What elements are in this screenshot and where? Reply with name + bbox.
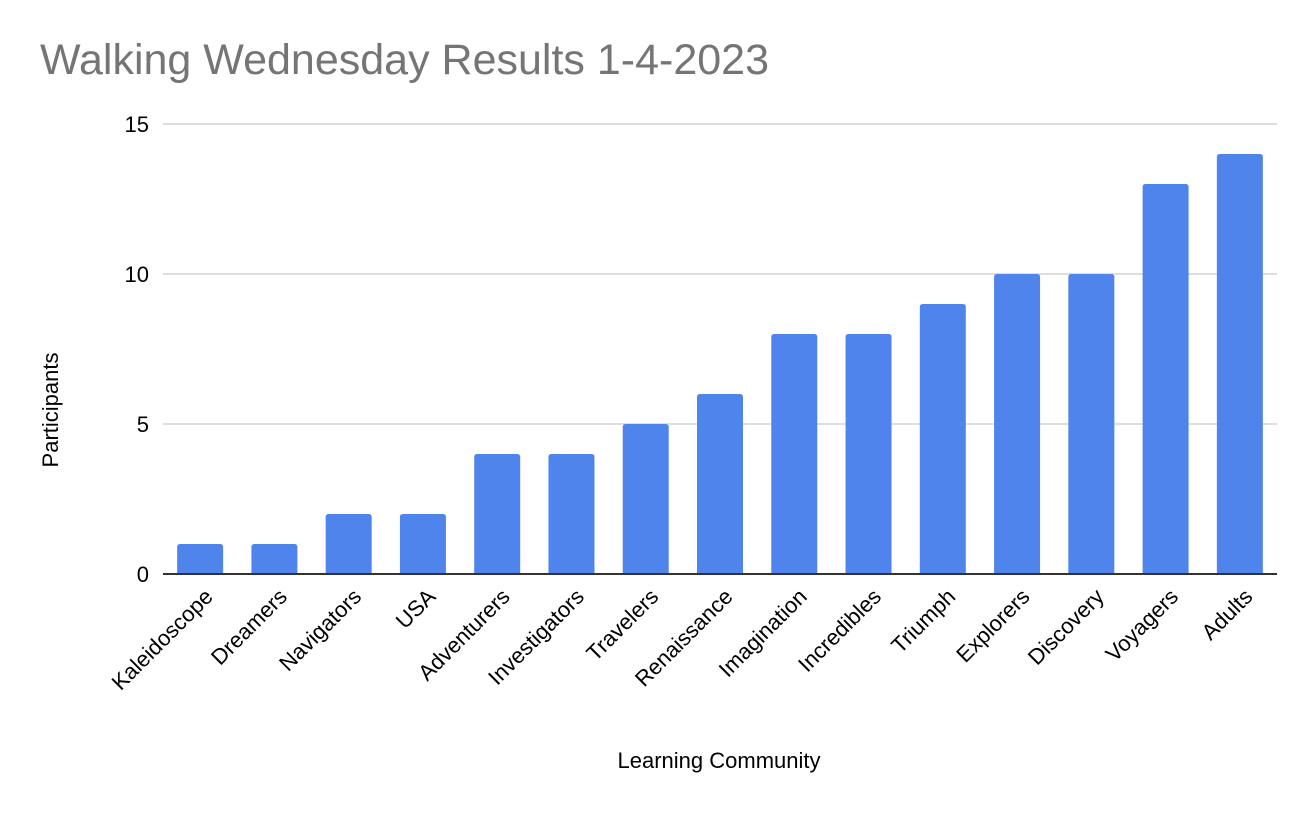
x-tick-label: Voyagers: [1101, 584, 1184, 667]
bar-imagination: [771, 334, 818, 574]
bars: [177, 154, 1263, 574]
bar-travelers: [622, 424, 669, 574]
bar-incredibles: [845, 334, 892, 574]
y-tick-label: 0: [137, 562, 149, 587]
bar-adults: [1216, 154, 1263, 574]
chart-title: Walking Wednesday Results 1-4-2023: [40, 36, 769, 84]
x-axis-title: Learning Community: [618, 748, 821, 773]
bar-renaissance: [697, 394, 743, 574]
bar-investigators: [548, 454, 595, 574]
bar-navigators: [325, 514, 372, 574]
y-axis-title: Participants: [38, 353, 63, 468]
x-tick-label: Discovery: [1023, 584, 1109, 670]
bar-kaleidoscope: [177, 544, 224, 574]
x-tick-label: Adults: [1196, 584, 1257, 645]
x-tick-label: Kaleidoscope: [107, 584, 218, 695]
x-tick-label: Explorers: [951, 584, 1034, 667]
bar-usa: [399, 514, 446, 574]
x-tick-label: Triumph: [886, 584, 960, 658]
x-tick-label: USA: [391, 584, 441, 634]
bar-discovery: [1068, 274, 1115, 574]
bar-explorers: [994, 274, 1041, 574]
bar-dreamers: [251, 544, 298, 574]
bar-adventurers: [474, 454, 521, 574]
bar-voyagers: [1142, 184, 1189, 574]
y-tick-label: 15: [125, 112, 149, 137]
y-tick-label: 5: [137, 412, 149, 437]
y-tick-label: 10: [125, 262, 149, 287]
bar-triumph: [919, 304, 966, 574]
